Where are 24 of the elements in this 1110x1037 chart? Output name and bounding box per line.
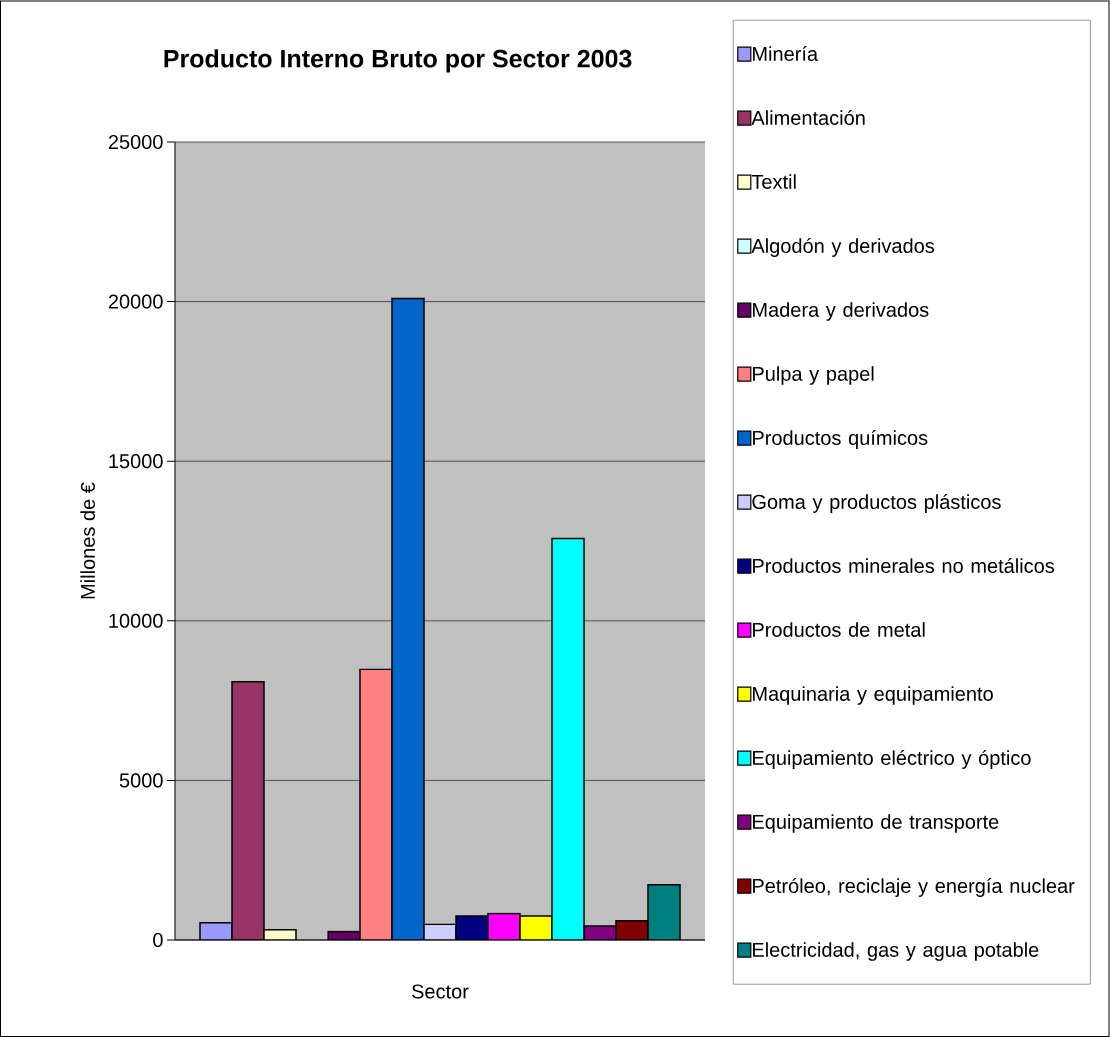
x-axis-title: Sector (412, 984, 469, 999)
legend-label: Electricidad, gas y agua potable (753, 942, 1039, 961)
y-tick-label: 10000 (109, 613, 163, 628)
legend-label: Maquinaria y equipamiento (753, 686, 993, 705)
legend-label: Alimentación (751, 110, 865, 125)
y-tick-label: 15000 (109, 454, 163, 469)
legend-label: Minería (753, 46, 819, 61)
y-tick-label: 20000 (108, 294, 163, 309)
y-tick-label: 25000 (108, 134, 163, 150)
legend-label: Productos minerales no metálicos (753, 558, 1055, 573)
legend-label: Madera y derivados (753, 302, 929, 321)
legend-label: Goma y productos plásticos (752, 494, 1001, 513)
chart-title: Producto Interno Bruto por Sector 2003 (164, 49, 632, 73)
y-tick-label: 0 (153, 932, 163, 948)
legend-label: Pulpa y papel (753, 366, 874, 385)
legend-label: Productos químicos (753, 430, 928, 449)
legend-label: Equipamiento eléctrico y óptico (753, 750, 1031, 769)
y-axis-title: Millones de € (80, 482, 95, 599)
legend-label: Productos de metal (753, 622, 925, 637)
legend-label: Equipamiento de transporte (753, 814, 999, 833)
legend-label: Algodón y derivados (751, 238, 935, 257)
y-tick-label: 5000 (119, 773, 163, 788)
legend-label: Petróleo, reciclaje y energía nuclear (753, 878, 1075, 897)
legend-label: Textil (751, 174, 796, 189)
